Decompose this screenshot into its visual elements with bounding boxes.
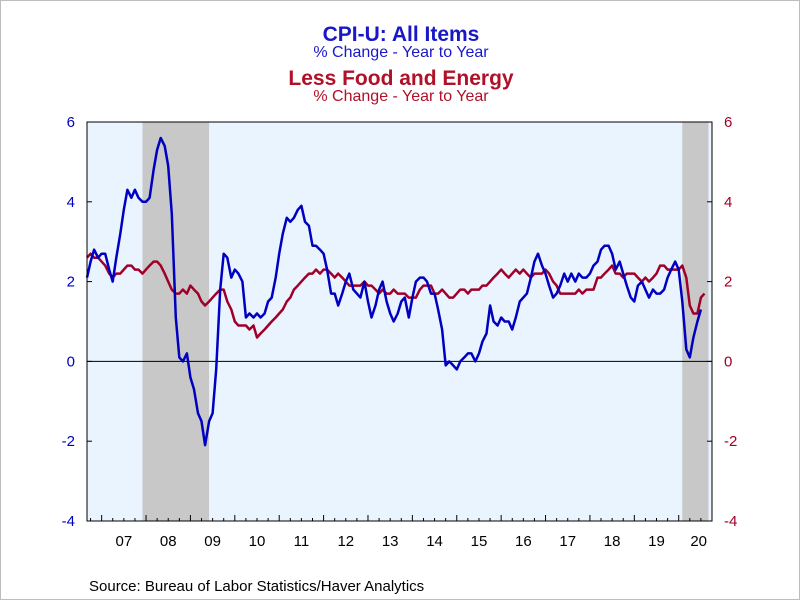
y-tick-label-right: 4 (724, 194, 732, 211)
x-tick-label: 09 (204, 533, 221, 550)
y-tick-label-left: 0 (67, 353, 75, 370)
y-tick-label-left: -4 (62, 513, 75, 530)
x-tick-label: 13 (382, 533, 399, 550)
x-tick-label: 20 (690, 533, 707, 550)
y-tick-label-left: -2 (62, 433, 75, 450)
x-tick-label: 07 (115, 533, 132, 550)
chart-title-2: Less Food and Energy (288, 67, 514, 90)
y-tick-label-right: -4 (724, 513, 737, 530)
chart-title: CPI-U: All Items (323, 23, 480, 46)
y-tick-label-right: 6 (724, 114, 732, 131)
recession-band (682, 122, 709, 521)
x-tick-label: 11 (294, 533, 310, 550)
x-tick-label: 10 (249, 533, 266, 550)
series-lines (85, 136, 706, 447)
source-note: Source: Bureau of Labor Statistics/Haver… (89, 578, 424, 595)
x-tick-label: 17 (559, 533, 576, 550)
x-tick-label: 08 (160, 533, 177, 550)
series-line-less-food-and-energy (86, 252, 706, 339)
y-tick-label-left: 4 (67, 194, 75, 211)
x-tick-label: 15 (471, 533, 488, 550)
x-tick-label: 16 (515, 533, 532, 550)
y-tick-label-left: 2 (67, 274, 75, 291)
y-tick-label-left: 6 (67, 114, 75, 131)
y-tick-label-right: 0 (724, 353, 732, 370)
series-line-cpi-u-all-items (85, 136, 703, 447)
chart-subtitle-2: % Change - Year to Year (313, 88, 489, 105)
y-tick-label-right: 2 (724, 274, 732, 291)
x-tick-label: 14 (426, 533, 443, 550)
chart-subtitle: % Change - Year to Year (313, 44, 489, 61)
x-tick-label: 19 (648, 533, 665, 550)
axes: -4 -4 -2 -2 0 0 2 2 4 4 6 6 07 08 09 10 11 12 13 14 15 16 17 18… (62, 114, 738, 550)
x-tick-label: 18 (604, 533, 621, 550)
x-tick-label: 12 (337, 533, 354, 550)
plot-frame (86, 121, 713, 522)
y-tick-label-right: -2 (724, 433, 737, 450)
